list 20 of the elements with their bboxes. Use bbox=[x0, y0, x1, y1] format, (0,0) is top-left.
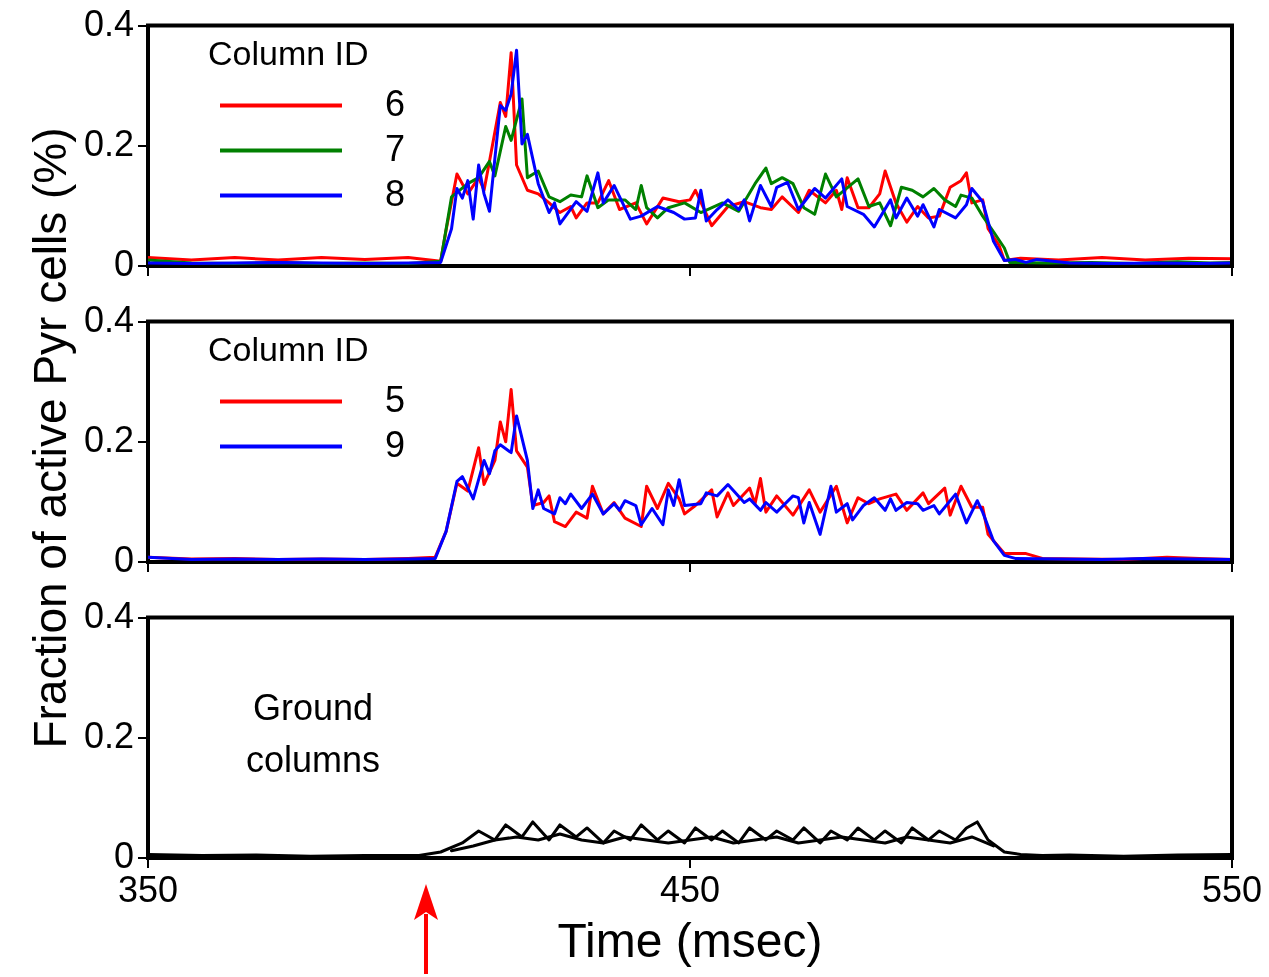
legend-label: 6 bbox=[384, 82, 406, 124]
y-axis-title: Fraction of active Pyr cells (%) bbox=[23, 126, 77, 751]
y-tick-label: 0.4 bbox=[83, 2, 134, 44]
y-tick-label: 0 bbox=[113, 538, 134, 580]
legend-label: 7 bbox=[384, 127, 406, 169]
y-tick-label: 0.2 bbox=[83, 122, 134, 164]
y-tick-label: 0.4 bbox=[83, 298, 134, 340]
legend-title: Column ID bbox=[208, 329, 369, 368]
legend-label: 8 bbox=[384, 172, 406, 214]
y-tick-label: 0 bbox=[113, 242, 134, 284]
legend-title: Column ID bbox=[208, 33, 369, 72]
y-tick-label: 0.2 bbox=[83, 714, 134, 756]
annotation: Ground columns bbox=[245, 686, 381, 780]
x-tick-label: 450 bbox=[659, 868, 721, 910]
x-tick-label: 550 bbox=[1201, 868, 1263, 910]
legend-label: 5 bbox=[384, 378, 406, 420]
legend-label: 9 bbox=[384, 423, 406, 465]
y-tick-label: 0.4 bbox=[83, 594, 134, 636]
y-tick-label: 0.2 bbox=[83, 418, 134, 460]
x-axis-title: Time (msec) bbox=[557, 914, 823, 968]
